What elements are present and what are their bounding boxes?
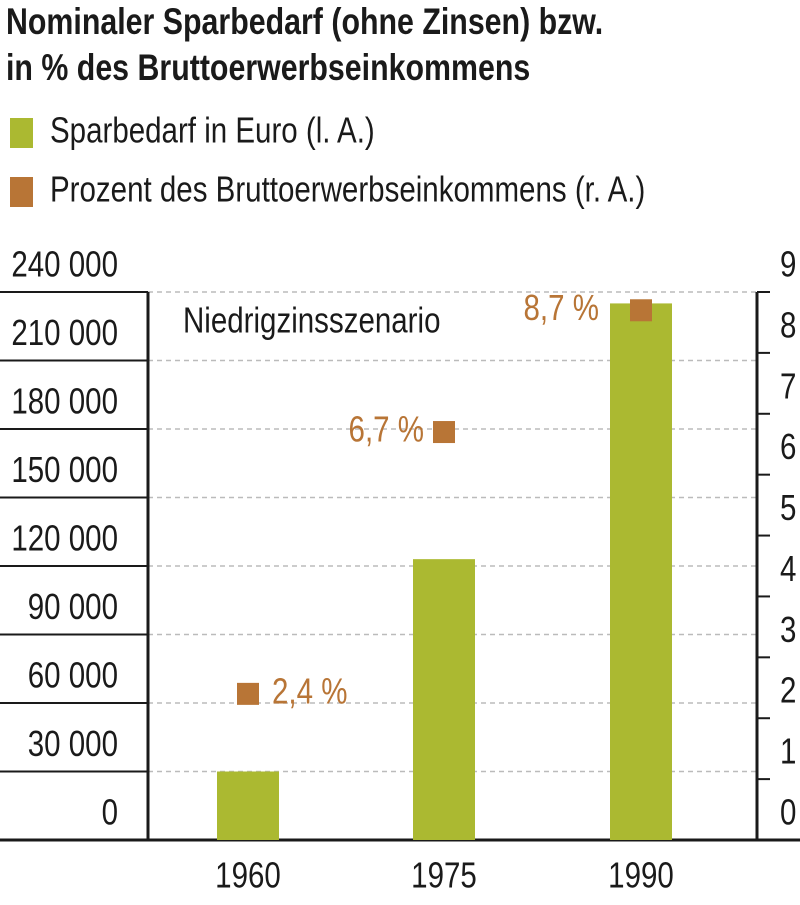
data-label: 2,4 % (272, 671, 347, 711)
bar (413, 559, 475, 840)
y2-tick-label: 8 (780, 305, 796, 345)
bar (217, 771, 279, 840)
y-tick-label: 60 000 (28, 655, 118, 695)
y2-tick-label: 2 (780, 670, 796, 710)
legend-label: Prozent des Bruttoerwerbseinkommens (r. … (50, 169, 645, 209)
y2-tick-label: 3 (780, 609, 796, 649)
x-tick-label: 1960 (215, 855, 281, 895)
data-label: 6,7 % (349, 409, 424, 449)
y-tick-label: 90 000 (28, 586, 118, 626)
y2-tick-label: 0 (780, 792, 796, 832)
y-tick-label: 150 000 (11, 449, 118, 489)
y-tick-label: 30 000 (28, 723, 118, 763)
marker (433, 421, 455, 444)
y-tick-label: 120 000 (11, 518, 118, 558)
chart-title: in % des Bruttoerwerbseinkommens (6, 47, 530, 89)
y2-tick-label: 6 (780, 426, 796, 466)
annotation: Niedrigzinsszenario (183, 300, 440, 340)
chart-title: Nominaler Sparbedarf (ohne Zinsen) bzw. (6, 1, 603, 43)
y-tick-label: 0 (102, 792, 118, 832)
bar (610, 303, 672, 841)
legend-swatch (10, 177, 33, 207)
y-tick-label: 180 000 (11, 381, 118, 421)
x-tick-label: 1975 (411, 855, 477, 895)
y2-tick-label: 7 (780, 365, 796, 405)
y2-tick-label: 9 (780, 244, 796, 284)
y-tick-label: 240 000 (11, 244, 118, 284)
y2-tick-label: 4 (780, 548, 796, 588)
legend-swatch (10, 118, 33, 148)
y2-tick-label: 5 (780, 487, 796, 527)
x-tick-label: 1990 (608, 855, 674, 895)
y-tick-label: 210 000 (11, 312, 118, 352)
marker (237, 682, 259, 705)
y2-tick-label: 1 (780, 731, 796, 771)
data-label: 8,7 % (524, 287, 599, 327)
legend-label: Sparbedarf in Euro (l. A.) (50, 110, 375, 150)
marker (630, 299, 652, 322)
